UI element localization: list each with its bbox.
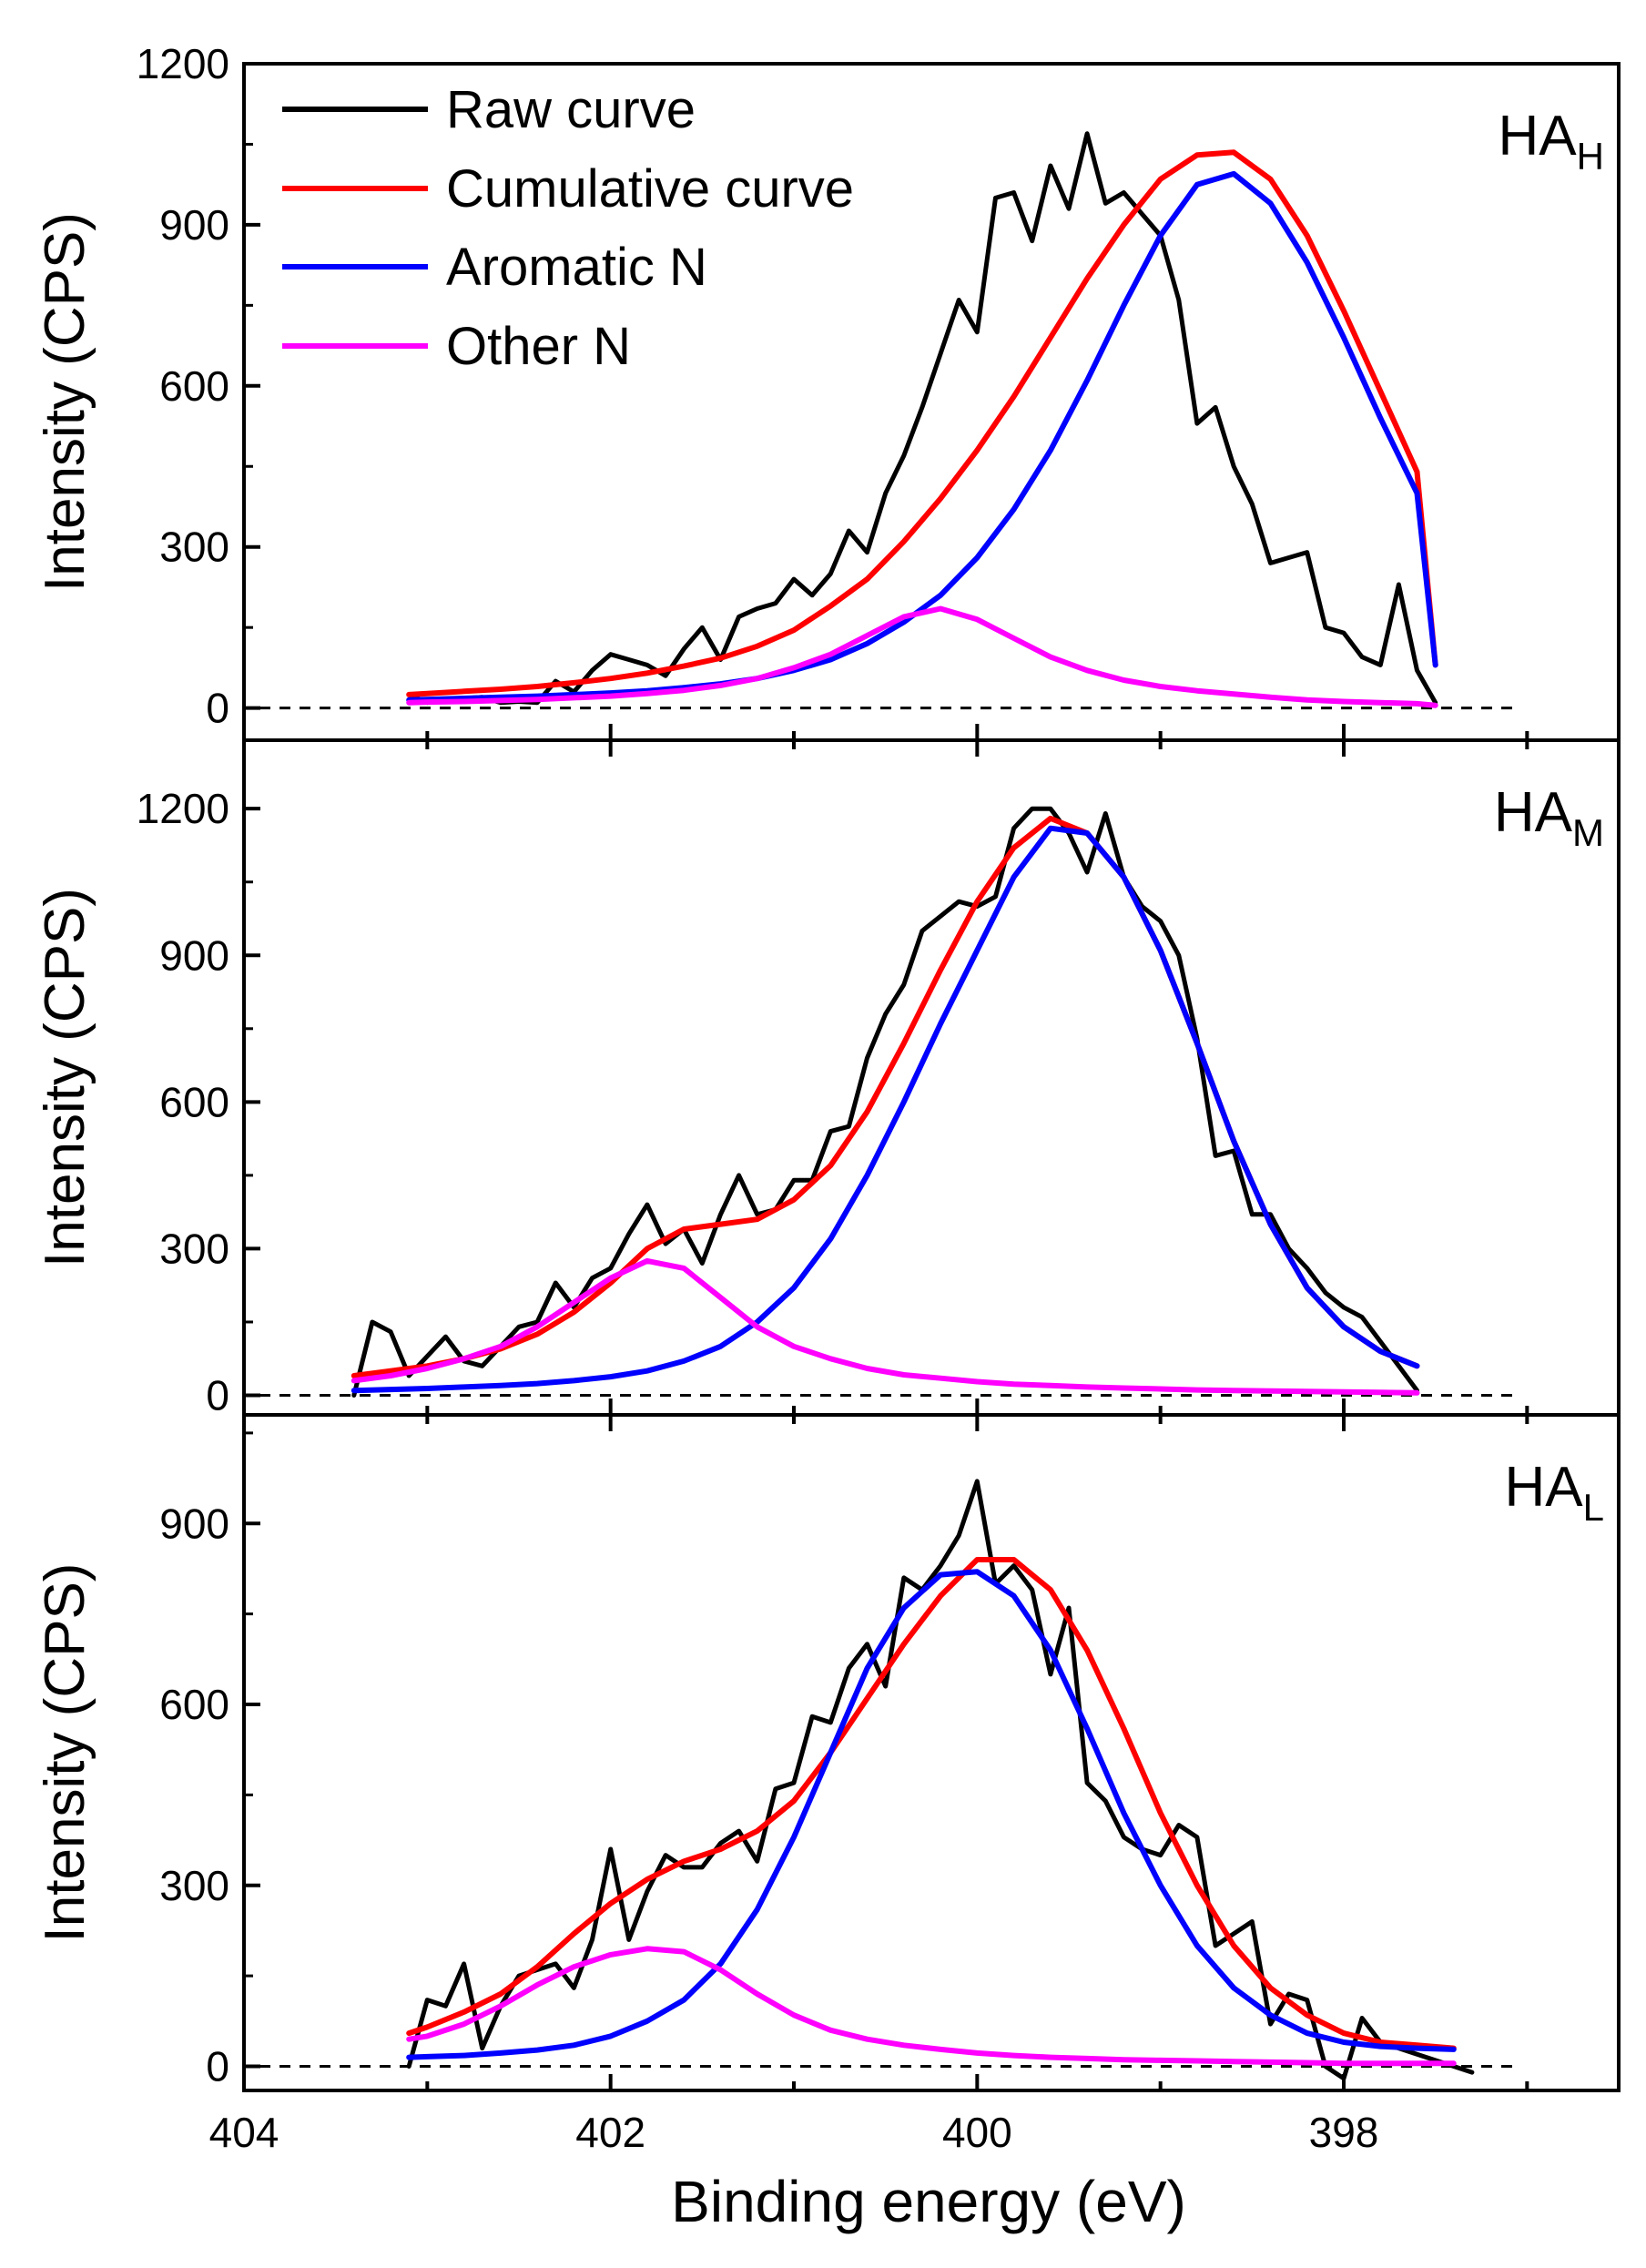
series-aromatic-line: [406, 1569, 1457, 2060]
y-tick-label: 600: [159, 362, 229, 410]
x-tick-label: 402: [575, 2109, 645, 2156]
y-tick-label: 300: [159, 1225, 229, 1272]
y-tick-label: 300: [159, 1862, 229, 1909]
x-axis-label: Binding energy (eV): [671, 2169, 1186, 2234]
y-tick-label: 600: [159, 1681, 229, 1728]
panel-label-main: HA: [1494, 781, 1573, 844]
legend-label-other: Other N: [446, 317, 631, 376]
x-tick-label: 404: [209, 2109, 279, 2156]
y-tick-label: 900: [159, 201, 229, 249]
series-other-line: [406, 1946, 1457, 2067]
panel-label: HAL: [1505, 1456, 1605, 1529]
x-tick-label: 400: [942, 2109, 1012, 2156]
panel-l: 0 300 600 900 Intensity (CPS) HAL: [34, 1413, 1621, 2092]
y-tick-label: 1200: [137, 785, 229, 832]
legend-label-aromatic: Aromatic N: [446, 238, 707, 297]
y-tick-label: 600: [159, 1078, 229, 1125]
panel-label-subscript: H: [1577, 135, 1604, 178]
x-tick-label: 398: [1309, 2109, 1379, 2156]
y-tick-label: 0: [206, 1372, 229, 1419]
series-other-line: [351, 1257, 1420, 1396]
y-axis-label: Intensity (CPS): [34, 1563, 97, 1943]
series-cumulative-line: [351, 815, 1420, 1378]
panel-label: HAH: [1499, 105, 1604, 178]
series-other-line: [406, 605, 1438, 708]
panel-frame: [242, 738, 1621, 1417]
y-tick-label: 0: [206, 685, 229, 732]
panel-m: 0 300 600 900 1200 Intensity (CPS) HAM: [34, 738, 1621, 1419]
y-tick-label: 0: [206, 2043, 229, 2090]
panel-label: HAM: [1494, 781, 1604, 854]
series-aromatic-line: [406, 170, 1438, 703]
panel-label-subscript: M: [1572, 811, 1604, 854]
legend-label-raw: Raw curve: [446, 80, 696, 139]
panel-label-main: HA: [1505, 1456, 1584, 1519]
legend-label-cumulative: Cumulative curve: [446, 159, 854, 219]
series-cumulative-line: [406, 1557, 1457, 2051]
series-raw-line: [406, 1479, 1475, 2081]
legend: Raw curve Cumulative curve Aromatic N Ot…: [282, 80, 854, 376]
y-axis-label: Intensity (CPS): [34, 888, 97, 1267]
panel-frame: [242, 1413, 1621, 2092]
series-cumulative-line: [406, 149, 1438, 697]
panel-label-main: HA: [1499, 105, 1578, 168]
y-tick-label: 300: [159, 524, 229, 571]
panel-h: 0 300 600 900 1200 Intensity (CPS) HAH: [34, 40, 1621, 742]
panel-label-subscript: L: [1583, 1486, 1604, 1529]
y-tick-label: 1200: [137, 40, 229, 87]
series-aromatic-line: [351, 825, 1420, 1394]
series-raw-line: [351, 806, 1419, 1398]
y-tick-label: 900: [159, 1500, 229, 1547]
y-axis-label: Intensity (CPS): [34, 212, 97, 592]
y-tick-label: 900: [159, 931, 229, 979]
